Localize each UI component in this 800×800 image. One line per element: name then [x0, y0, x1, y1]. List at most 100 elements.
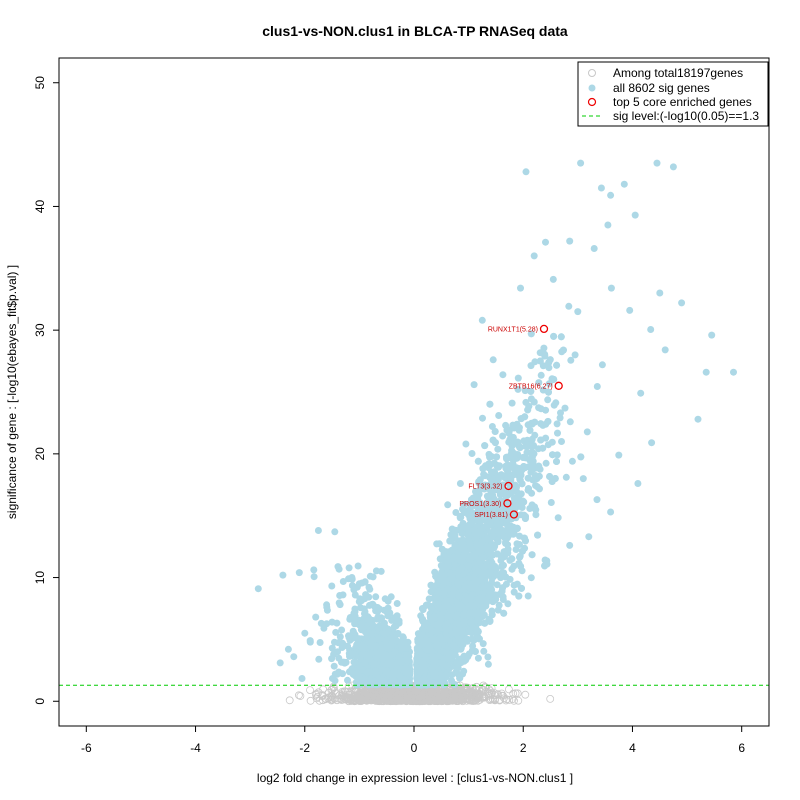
sig-gene-point: [607, 284, 615, 292]
sig-gene-point: [486, 453, 494, 461]
sig-gene-point: [355, 598, 363, 606]
sig-gene-point: [562, 473, 570, 481]
sig-gene-point: [328, 582, 336, 590]
nonsig-gene-point: [385, 692, 393, 701]
sig-gene-point: [542, 459, 550, 467]
nonsig-gene-point: [422, 694, 431, 703]
nonsig-gene-point: [439, 693, 448, 702]
sig-gene-point: [542, 406, 550, 414]
sig-gene-point: [647, 326, 655, 333]
nonsig-gene-point: [434, 695, 443, 703]
nonsig-gene-point: [338, 687, 347, 696]
sig-gene-point: [341, 659, 349, 667]
sig-gene-point: [351, 617, 358, 625]
sig-gene-point: [349, 628, 357, 636]
nonsig-gene-point: [434, 691, 443, 700]
sig-gene-point: [437, 562, 445, 570]
sig-gene-point: [502, 538, 510, 546]
sig-gene-point: [468, 450, 476, 457]
sig-gene-point: [393, 600, 401, 607]
sig-gene-point: [499, 432, 507, 440]
nonsig-gene-point: [456, 686, 465, 695]
sig-gene-point: [526, 505, 534, 512]
sig-gene-point: [372, 670, 380, 678]
nonsig-gene-point: [508, 695, 517, 703]
sig-gene-point: [310, 573, 318, 581]
sig-gene-point: [494, 445, 502, 453]
sig-gene-point: [513, 540, 521, 548]
nonsig-gene-point: [462, 696, 471, 705]
sig-gene-point: [357, 681, 365, 688]
nonsig-gene-point: [497, 691, 506, 700]
nonsig-gene-point: [430, 692, 439, 701]
sig-gene-point: [536, 485, 543, 493]
sig-gene-point: [474, 654, 482, 662]
sig-gene-point: [394, 671, 402, 679]
sig-gene-point: [345, 564, 353, 572]
nonsig-gene-point: [319, 685, 328, 694]
nonsig-gene-point: [472, 685, 481, 693]
sig-gene-point: [330, 662, 338, 670]
sig-gene-point: [362, 634, 370, 642]
nonsig-gene-point: [468, 695, 477, 704]
nonsig-gene-point: [513, 689, 522, 698]
nonsig-gene-point: [285, 696, 294, 705]
sig-gene-point: [537, 371, 545, 379]
sig-gene-point: [452, 509, 460, 516]
sig-gene-point: [402, 655, 410, 663]
nonsig-gene-point: [321, 695, 330, 704]
nonsig-gene-point: [345, 695, 354, 704]
nonsig-gene-point: [340, 693, 349, 701]
sig-gene-point: [484, 653, 492, 661]
sig-gene-point: [335, 565, 343, 573]
nonsig-gene-point: [546, 695, 555, 703]
nonsig-gene-point: [505, 696, 514, 704]
sig-gene-point: [334, 639, 342, 647]
sig-gene-point: [548, 438, 556, 446]
nonsig-gene-point: [347, 690, 356, 698]
sig-gene-point: [348, 652, 356, 660]
sig-gene-point: [396, 657, 404, 665]
sig-gene-point: [376, 615, 384, 623]
nonsig-gene-point: [294, 691, 303, 700]
nonsig-gene-point: [328, 685, 337, 694]
sig-gene-point: [354, 562, 362, 570]
sig-gene-point: [460, 652, 468, 660]
nonsig-gene-point: [493, 690, 502, 699]
sig-gene-point: [384, 659, 392, 666]
sig-gene-point: [556, 414, 564, 422]
sig-gene-point: [510, 581, 518, 589]
sig-gene-point: [366, 601, 373, 609]
sig-gene-point: [554, 514, 562, 522]
sig-gene-point: [508, 399, 516, 407]
sig-gene-point: [348, 582, 356, 589]
sig-gene-point: [361, 608, 369, 616]
sig-gene-point: [385, 652, 393, 660]
nonsig-gene-point: [479, 692, 488, 701]
sig-gene-point: [561, 404, 569, 412]
sig-gene-point: [537, 420, 545, 428]
sig-gene-point: [394, 618, 401, 626]
nonsig-gene-point: [306, 686, 314, 694]
nonsig-gene-point: [357, 689, 366, 697]
sig-gene-point: [597, 184, 605, 192]
nonsig-gene-point: [380, 691, 389, 700]
sig-gene-point: [565, 302, 573, 310]
nonsig-gene-point: [368, 687, 377, 696]
sig-gene-point: [382, 636, 390, 644]
sig-gene-point: [357, 604, 364, 612]
sig-gene-point: [365, 583, 373, 591]
nonsig-gene-point: [296, 692, 305, 700]
sig-gene-point: [384, 597, 392, 605]
sig-gene-point: [384, 670, 392, 678]
sig-gene-point: [315, 655, 323, 663]
sig-gene-point: [393, 612, 401, 620]
sig-gene-point: [338, 626, 346, 634]
sig-gene-point: [372, 660, 380, 668]
nonsig-gene-point: [521, 690, 530, 699]
nonsig-gene-point: [483, 687, 492, 696]
sig-gene-point: [553, 420, 561, 428]
nonsig-gene-point: [504, 685, 513, 694]
sig-gene-point: [566, 418, 574, 426]
